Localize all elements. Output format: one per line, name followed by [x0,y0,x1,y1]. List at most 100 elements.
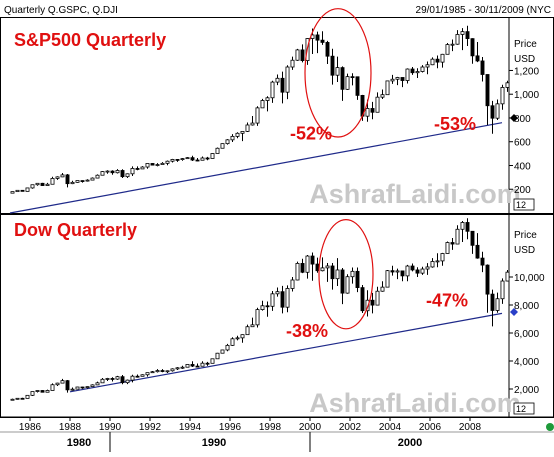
x-tick-label: 2004 [379,422,402,433]
candle-body [500,280,505,300]
candle-body [345,76,350,90]
candle-body [325,265,330,269]
x-tick-label: 2000 [299,422,322,433]
decline-annotation: -52% [290,123,332,143]
candle-body [300,49,305,61]
candle-body [265,305,270,308]
candle-body [350,270,355,278]
candle-body [155,370,160,373]
scale-badge[interactable] [513,402,535,415]
candle-body [55,382,60,386]
candle-body [100,378,105,384]
candle-body [455,228,460,245]
candle-body [250,324,255,328]
candle-body [260,305,265,310]
candle-body [285,288,290,308]
y-axis-label: Price [514,39,537,50]
candle-body [260,100,265,109]
header-symbols: Quarterly Q.GSPC, Q.DJI [4,5,118,16]
candle-body [390,270,395,273]
candle-body [150,163,155,166]
candle-body [245,124,250,132]
candle-body [430,261,435,268]
candle-body [370,108,375,113]
y-tick-label: 800 [514,114,531,125]
candle-body [355,270,360,288]
candle-body [395,77,400,80]
candle-body [160,370,165,372]
y-tick-label: 600 [514,138,531,149]
candle-body [375,290,380,306]
candle-body [430,58,435,66]
candle-body [230,135,235,141]
candle-body [240,334,245,339]
candle-body [130,168,135,175]
candle-body [245,326,250,336]
candle-body [435,260,440,263]
candle-body [145,163,150,168]
header-date-range: 29/01/1985 - 30/11/2009 (NYC [416,5,551,16]
candle-body [165,160,170,164]
candle-body [505,271,510,282]
candle-body [215,352,220,360]
y-tick-label: 400 [514,161,531,172]
candle-body [485,264,490,295]
candle-body [195,159,200,162]
candle-body [440,253,445,262]
candle-body [215,147,220,154]
candle-body [95,174,100,179]
candle-body [65,380,70,391]
candle-body [460,31,465,35]
candle-body [450,43,455,46]
candle-body [305,255,310,273]
candle-body [470,230,475,246]
candle-body [345,276,350,294]
y-axis-unit: USD [514,245,535,256]
candle-body [75,386,80,390]
candle-body [295,49,300,61]
candle-body [290,279,295,289]
candle-body [90,177,95,181]
candle-body [140,166,145,170]
candles [10,25,510,194]
candle-body [115,376,120,380]
panel-1: AshrafLaidi.com S&P500 Quarterly Price USD 2… [0,8,554,214]
candle-body [10,398,15,401]
candle-body [45,183,50,186]
candle-body [405,265,410,277]
scale-badge[interactable] [513,198,535,211]
candle-body [330,55,335,76]
status-dot-icon [546,423,554,431]
candle-body [210,358,215,364]
support-trendline [69,312,503,393]
candle-body [325,42,330,57]
candle-body [20,189,25,192]
candle-body [200,362,205,367]
candle-body [15,397,20,400]
candle-body [165,370,170,373]
x-tick-label: 1994 [179,422,202,433]
candle-body [355,76,360,96]
candle-body [500,87,505,105]
candle-body [460,222,465,230]
x-tick-label: 1996 [219,422,242,433]
candle-body [400,77,405,81]
candle-body [80,386,85,389]
candle-body [390,78,395,82]
candle-body [120,170,125,178]
x-tick-label: 2002 [339,422,362,433]
candle-body [350,76,355,79]
candle-body [445,242,450,254]
candle-body [470,38,475,57]
candle-body [235,337,240,340]
candle-body [105,170,110,173]
candle-body [160,162,165,165]
candle-body [425,266,430,270]
y-tick-label: 6,000 [514,329,539,340]
panel-2: AshrafLaidi.com Dow Quarterly Price USD 2,00… [0,214,554,418]
candle-body [170,368,175,372]
candle-body [80,180,85,182]
candle-body [420,268,425,274]
highlight-ellipse [304,8,372,138]
